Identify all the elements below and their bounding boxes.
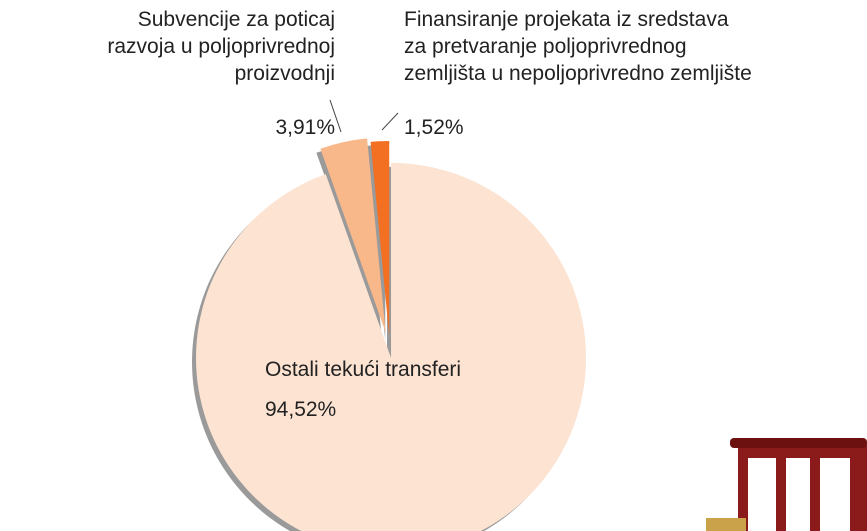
slice (370, 141, 390, 337)
value-label: 3,91% (275, 116, 335, 139)
value-label: 1,52% (404, 116, 464, 139)
pie (192, 138, 586, 531)
tractor (706, 438, 867, 531)
leader-line (329, 99, 342, 133)
slice-label: Ostali tekući transferi (265, 358, 462, 381)
leader-line (381, 112, 399, 131)
value-label: 94,52% (265, 398, 337, 421)
slice (320, 138, 386, 333)
slice (196, 162, 586, 531)
slice-label: Finansiranje projekata iz sredstava za p… (404, 8, 752, 85)
slice-label: Subvencije za poticaj razvoja u poljopri… (107, 8, 335, 85)
